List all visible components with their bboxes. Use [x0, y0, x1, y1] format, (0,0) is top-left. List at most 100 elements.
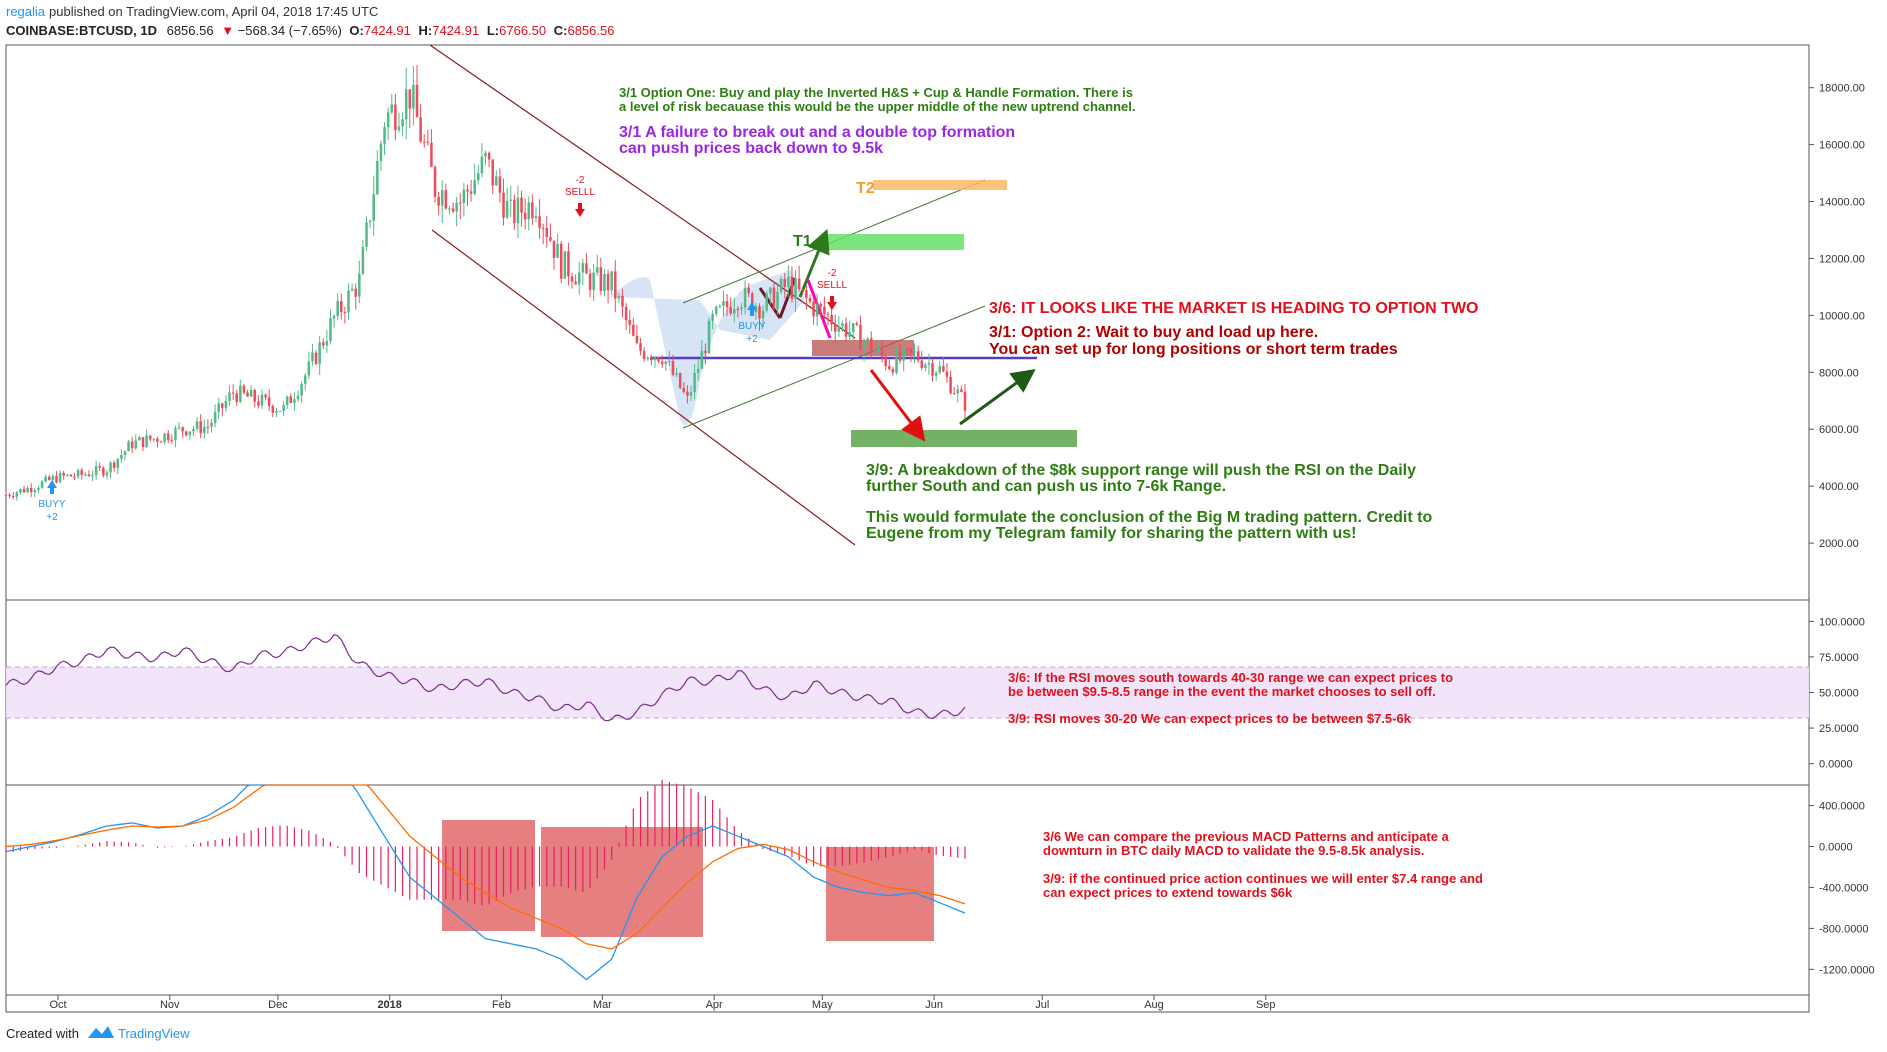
candle-body — [606, 273, 610, 291]
candle-body — [902, 348, 905, 361]
candle-body — [231, 392, 235, 394]
candle-body — [322, 342, 325, 346]
signal-label: SELLL — [565, 187, 595, 198]
candle-body — [390, 104, 394, 113]
candle-body — [671, 361, 675, 375]
time-axis-label: Dec — [268, 999, 288, 1011]
candle-body — [8, 494, 11, 497]
candle-body — [862, 341, 866, 350]
candle-body — [934, 372, 938, 376]
candle-body — [841, 323, 844, 327]
candle-body — [884, 356, 887, 367]
candle-body — [851, 323, 855, 332]
candle-body — [797, 278, 801, 289]
candle-body — [264, 394, 267, 398]
candle-body — [303, 375, 307, 384]
candle-body — [678, 373, 682, 389]
candle-body — [163, 433, 166, 442]
price-axis-label: 6000.00 — [1819, 424, 1859, 436]
signal-label: SELLL — [817, 280, 847, 291]
candle-body — [217, 403, 220, 412]
candle-body — [350, 288, 354, 291]
arrow-t1 — [798, 228, 830, 298]
candle-body — [379, 143, 383, 161]
note-option-two-heading: 3/6: IT LOOKS LIKE THE MARKET IS HEADING… — [989, 300, 1479, 317]
note-rsi-line3: 3/9: RSI moves 30-20 We can expect price… — [1008, 711, 1412, 726]
candle-body — [203, 426, 206, 434]
note-rsi-line1: 3/6: If the RSI moves south towards 40-3… — [1008, 670, 1453, 685]
candle-body — [880, 348, 884, 357]
candle-body — [358, 273, 361, 297]
candle-body — [714, 306, 718, 314]
candle-body — [123, 451, 127, 456]
candle-body — [927, 363, 931, 365]
candle-body — [4, 494, 8, 496]
candle-body — [466, 189, 469, 192]
candle-body — [812, 301, 815, 317]
candle-body — [415, 84, 419, 118]
candle-body — [440, 190, 444, 206]
candle-body — [621, 295, 624, 307]
candle-body — [242, 385, 246, 393]
candle-body — [213, 411, 217, 423]
candle-body — [152, 438, 156, 440]
candle-body — [664, 361, 668, 365]
candle-body — [311, 352, 314, 362]
candle-body — [332, 316, 336, 319]
candle-body — [430, 142, 433, 167]
candle-body — [94, 466, 98, 475]
candle-body — [844, 323, 848, 337]
candle-body — [837, 326, 841, 332]
low-label: L: — [487, 23, 499, 38]
close-value: 6856.56 — [567, 23, 614, 38]
candle-body — [29, 487, 33, 493]
candle-body — [480, 156, 484, 174]
candle-body — [174, 428, 177, 441]
tradingview-brand[interactable]: TradingView — [118, 1026, 190, 1041]
arrow-down-red — [869, 369, 926, 442]
candle-body — [624, 306, 628, 320]
price-axis-label: 4000.00 — [1819, 481, 1859, 493]
signal-value: -2 — [828, 268, 837, 279]
candle-body — [33, 490, 37, 493]
candle-body — [340, 301, 343, 312]
signal-label: BUYY — [38, 499, 66, 510]
candle-body — [877, 348, 880, 352]
candle-body — [743, 287, 747, 308]
price-axis-label: 2000.00 — [1819, 538, 1859, 550]
time-axis-label: Jul — [1035, 999, 1049, 1011]
candle-body — [523, 212, 527, 220]
symbol-label: COINBASE:BTCUSD, 1D — [6, 23, 157, 38]
candle-body — [329, 318, 332, 342]
time-axis-label: 2018 — [377, 999, 401, 1011]
note-bigm-line2: Eugene from my Telegram family for shari… — [866, 525, 1356, 542]
rsi-band — [6, 667, 1809, 718]
candle-body — [296, 395, 300, 400]
candle-body — [383, 127, 386, 144]
candle-body — [271, 405, 275, 413]
note-option-two-line2: You can set up for long positions or sho… — [989, 341, 1398, 358]
price-axis-label: 8000.00 — [1819, 367, 1859, 379]
candle-body — [148, 435, 152, 440]
candle-body — [632, 324, 635, 336]
candle-body — [206, 426, 210, 428]
candle-body — [354, 288, 357, 297]
candle-body — [109, 462, 112, 473]
macd-axis-label: -400.0000 — [1819, 882, 1869, 894]
candle-body — [44, 476, 47, 482]
candle-body — [711, 313, 714, 321]
candle-body — [58, 472, 62, 483]
candle-body — [783, 278, 786, 288]
candle-body — [639, 343, 642, 352]
candle-body — [419, 117, 422, 142]
candle-body — [422, 141, 426, 143]
candle-body — [776, 291, 779, 309]
candle-body — [282, 405, 285, 412]
author-link[interactable]: regalia — [6, 4, 46, 19]
candle-body — [920, 360, 923, 368]
chart-header: regalia published on TradingView.com, Apr… — [6, 4, 614, 38]
tradingview-logo-icon[interactable] — [88, 1026, 114, 1038]
candle-body — [386, 112, 390, 128]
note-macd-line4: can expect prices to extend towards $6k — [1043, 885, 1293, 900]
